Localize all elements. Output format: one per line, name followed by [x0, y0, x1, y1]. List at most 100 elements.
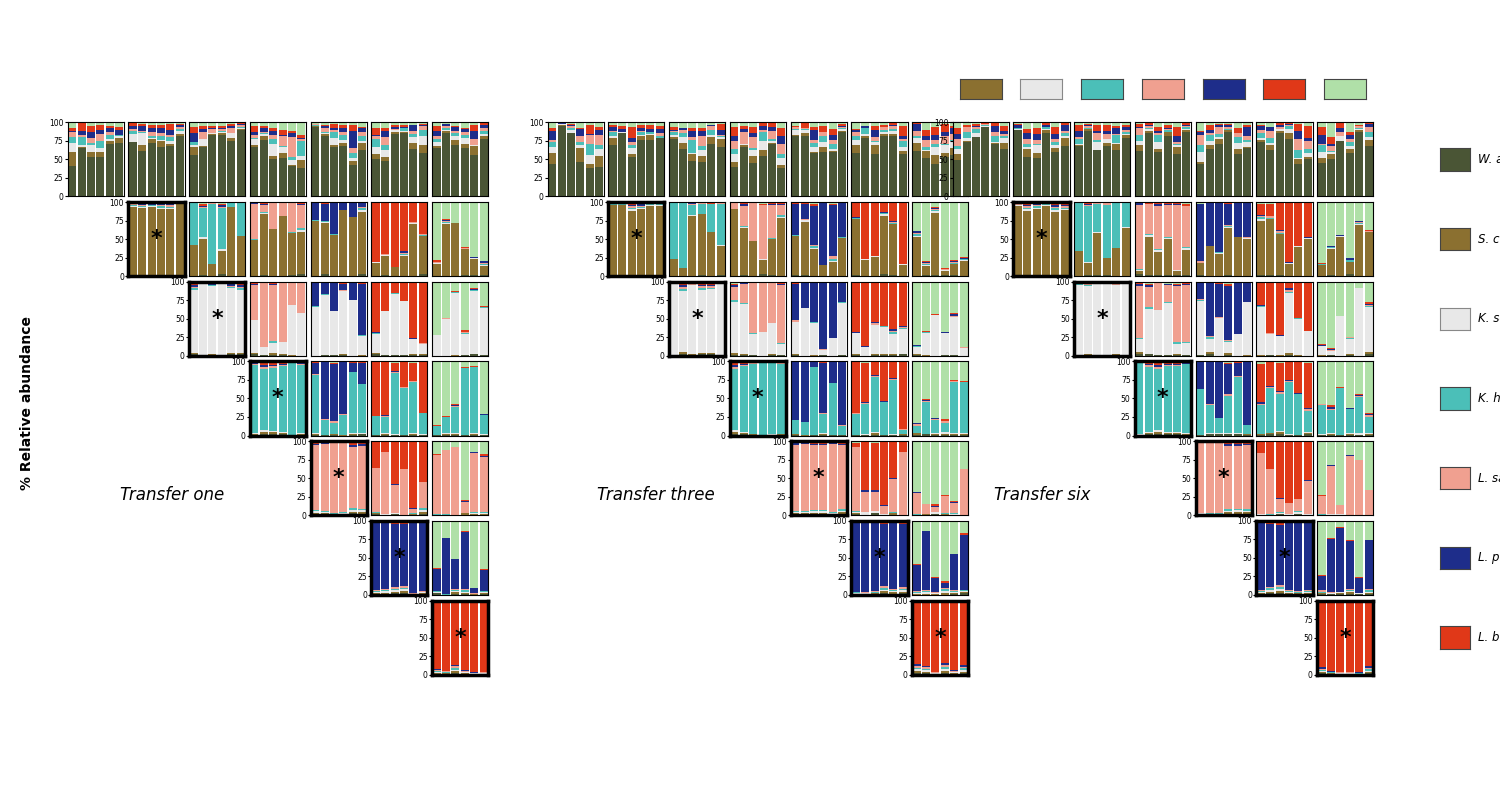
- Bar: [656, 126, 664, 130]
- Bar: [759, 275, 766, 276]
- Bar: [1206, 353, 1214, 354]
- Bar: [940, 275, 950, 276]
- Bar: [200, 202, 207, 204]
- Bar: [410, 137, 417, 143]
- Bar: [839, 426, 846, 435]
- Bar: [251, 241, 258, 275]
- Bar: [1060, 122, 1070, 123]
- Bar: [260, 275, 268, 276]
- Bar: [1266, 593, 1275, 595]
- Bar: [348, 508, 357, 510]
- Bar: [932, 122, 939, 126]
- Bar: [890, 354, 897, 356]
- Bar: [1257, 594, 1264, 595]
- Bar: [310, 127, 320, 196]
- Bar: [339, 282, 348, 283]
- Bar: [870, 441, 879, 444]
- Bar: [1354, 125, 1364, 126]
- Bar: [1206, 404, 1214, 405]
- Bar: [419, 354, 428, 355]
- Bar: [963, 122, 970, 125]
- Bar: [410, 339, 417, 354]
- Bar: [680, 128, 687, 129]
- Text: *: *: [1340, 628, 1352, 647]
- Bar: [1304, 239, 1312, 275]
- Bar: [1286, 502, 1293, 514]
- Bar: [1257, 140, 1264, 142]
- Bar: [452, 559, 459, 589]
- Bar: [870, 522, 879, 591]
- Bar: [1336, 521, 1344, 527]
- Bar: [1266, 387, 1275, 388]
- Bar: [585, 164, 594, 168]
- Bar: [646, 134, 654, 135]
- Bar: [960, 257, 968, 258]
- Bar: [279, 435, 286, 436]
- Bar: [759, 205, 766, 259]
- Bar: [1173, 202, 1180, 203]
- Bar: [138, 275, 147, 276]
- Bar: [1084, 203, 1092, 204]
- Bar: [912, 234, 921, 236]
- Bar: [740, 431, 748, 433]
- Bar: [138, 205, 147, 206]
- Bar: [189, 353, 198, 354]
- Bar: [950, 128, 958, 134]
- Bar: [400, 282, 408, 301]
- Bar: [381, 256, 390, 275]
- Bar: [730, 430, 738, 431]
- Bar: [158, 204, 165, 205]
- Bar: [890, 224, 897, 275]
- Bar: [828, 512, 837, 513]
- Bar: [698, 122, 706, 128]
- Bar: [730, 365, 738, 367]
- Bar: [870, 141, 879, 142]
- Bar: [358, 128, 366, 132]
- Bar: [1304, 435, 1312, 436]
- Bar: [1144, 131, 1154, 133]
- Bar: [1233, 441, 1242, 443]
- Bar: [226, 287, 236, 288]
- Bar: [1060, 204, 1070, 206]
- Bar: [1266, 150, 1275, 196]
- Bar: [1257, 275, 1264, 276]
- Bar: [1154, 252, 1162, 275]
- Bar: [960, 521, 968, 534]
- Bar: [400, 255, 408, 256]
- Bar: [442, 434, 450, 436]
- Bar: [358, 212, 366, 275]
- Bar: [372, 513, 380, 514]
- Bar: [1164, 122, 1172, 125]
- Bar: [390, 282, 399, 292]
- Bar: [372, 334, 380, 353]
- Bar: [1144, 361, 1154, 363]
- Bar: [1112, 135, 1120, 143]
- Bar: [890, 362, 897, 378]
- Bar: [1224, 204, 1233, 225]
- Bar: [1173, 204, 1180, 270]
- Bar: [912, 671, 921, 673]
- Bar: [452, 601, 459, 602]
- Bar: [432, 670, 441, 671]
- Bar: [166, 208, 174, 275]
- Bar: [680, 130, 687, 133]
- Bar: [166, 122, 174, 124]
- Bar: [1317, 163, 1326, 196]
- Bar: [1023, 211, 1032, 275]
- Bar: [1317, 344, 1326, 345]
- Bar: [922, 589, 930, 591]
- Text: *: *: [393, 548, 405, 568]
- Bar: [1365, 601, 1372, 602]
- Bar: [200, 208, 207, 237]
- Bar: [1317, 435, 1326, 436]
- Bar: [548, 131, 556, 139]
- Bar: [1266, 524, 1275, 587]
- Bar: [452, 407, 459, 433]
- Bar: [898, 592, 908, 593]
- Bar: [950, 260, 958, 262]
- Bar: [390, 127, 399, 129]
- Bar: [1102, 146, 1112, 196]
- Bar: [748, 150, 758, 156]
- Bar: [790, 202, 800, 203]
- Bar: [1060, 134, 1070, 136]
